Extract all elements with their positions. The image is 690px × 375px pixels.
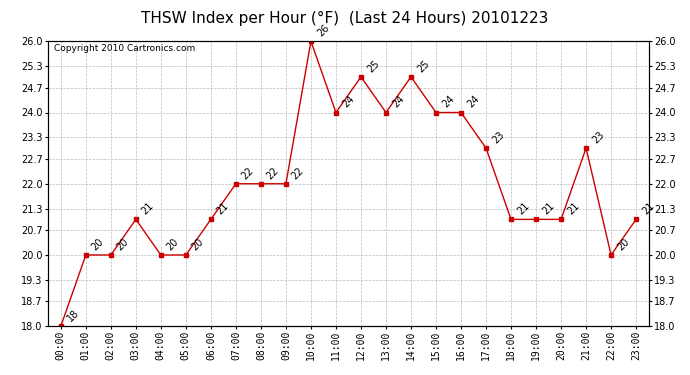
Text: 20: 20 bbox=[90, 236, 106, 252]
Text: 21: 21 bbox=[565, 201, 581, 217]
Text: 25: 25 bbox=[415, 58, 431, 74]
Text: 21: 21 bbox=[215, 201, 231, 217]
Text: Copyright 2010 Cartronics.com: Copyright 2010 Cartronics.com bbox=[55, 44, 195, 53]
Text: THSW Index per Hour (°F)  (Last 24 Hours) 20101223: THSW Index per Hour (°F) (Last 24 Hours)… bbox=[141, 11, 549, 26]
Text: 20: 20 bbox=[165, 236, 181, 252]
Text: 24: 24 bbox=[390, 94, 406, 110]
Text: 20: 20 bbox=[615, 236, 631, 252]
Text: 23: 23 bbox=[490, 129, 506, 146]
Text: 25: 25 bbox=[365, 58, 381, 74]
Text: 24: 24 bbox=[440, 94, 456, 110]
Text: 20: 20 bbox=[190, 236, 206, 252]
Text: 22: 22 bbox=[290, 165, 306, 181]
Text: 20: 20 bbox=[115, 236, 131, 252]
Text: 21: 21 bbox=[140, 201, 156, 217]
Text: 26: 26 bbox=[315, 22, 331, 39]
Text: 24: 24 bbox=[465, 94, 481, 110]
Text: 24: 24 bbox=[340, 94, 356, 110]
Text: 23: 23 bbox=[590, 129, 606, 146]
Text: 22: 22 bbox=[240, 165, 256, 181]
Text: 21: 21 bbox=[640, 201, 656, 217]
Text: 18: 18 bbox=[65, 308, 81, 324]
Text: 22: 22 bbox=[265, 165, 281, 181]
Text: 21: 21 bbox=[540, 201, 556, 217]
Text: 21: 21 bbox=[515, 201, 531, 217]
